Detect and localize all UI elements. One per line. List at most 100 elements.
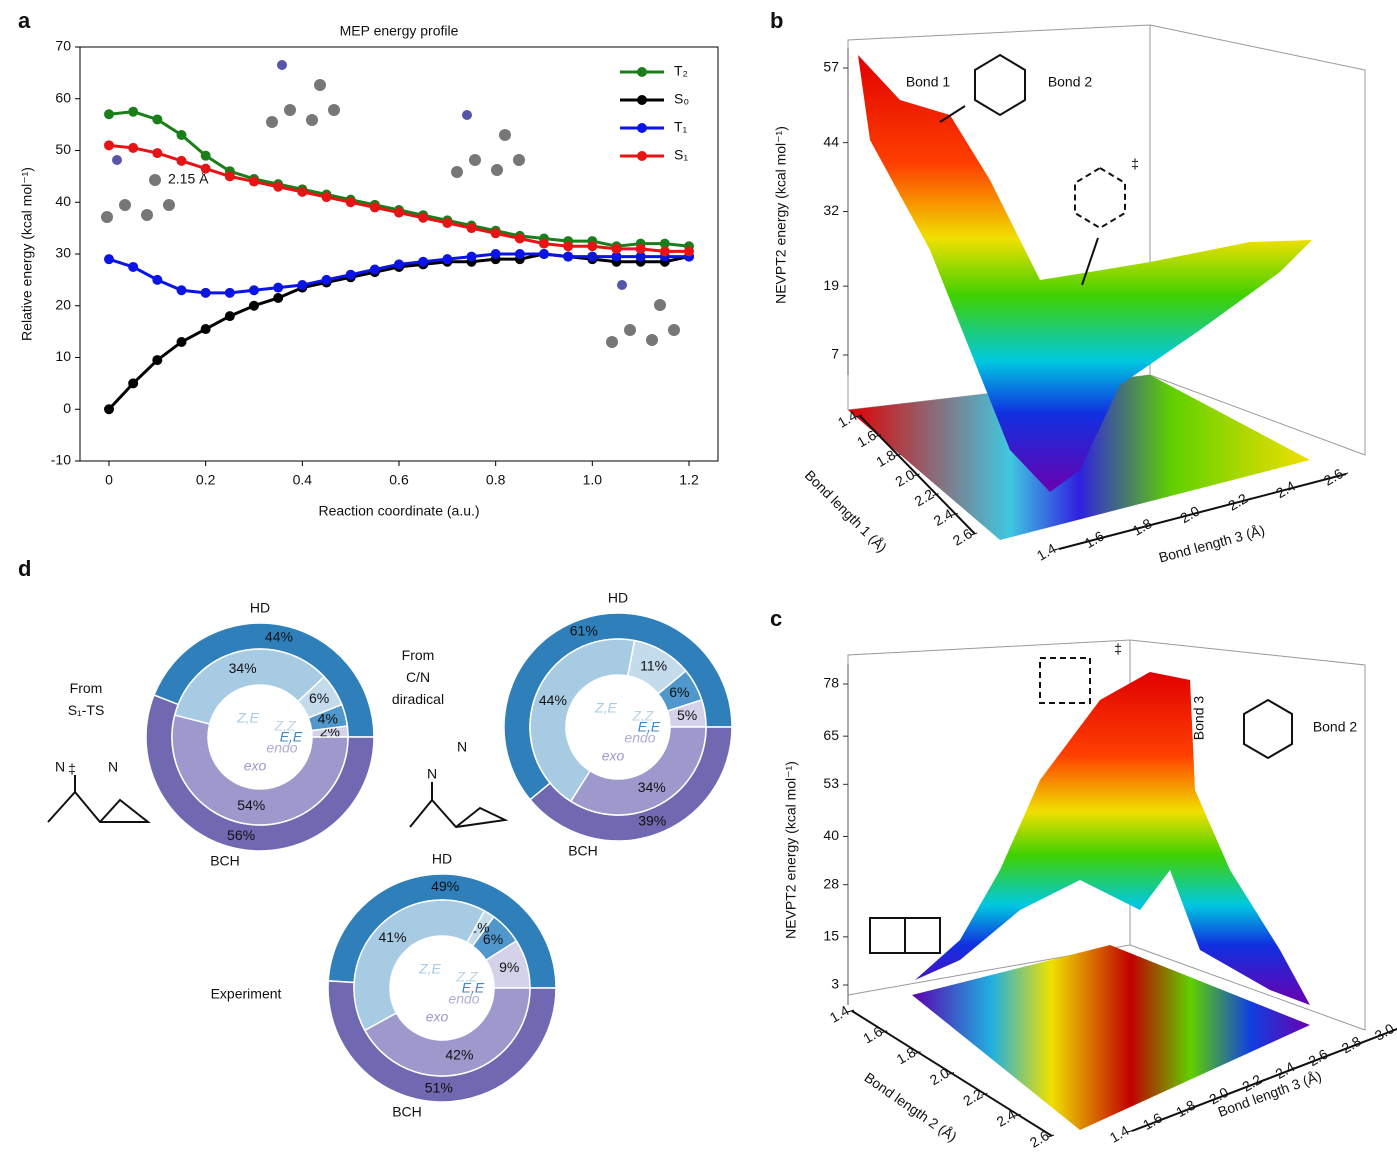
z-tick-label: 3 xyxy=(831,976,839,992)
inner-category-label: Z,Z xyxy=(632,708,654,724)
inner-category-label: exo xyxy=(426,1009,449,1025)
inner-category-label: Z,E xyxy=(236,710,259,726)
y-tick-label: 3.0 xyxy=(1372,1020,1397,1044)
category-label: BCH xyxy=(210,853,240,869)
data-point xyxy=(491,228,501,238)
data-point xyxy=(128,107,138,117)
atom xyxy=(469,154,481,166)
y-tick-label: 1.8 xyxy=(1173,1096,1198,1120)
category-label: BCH xyxy=(568,843,598,859)
y-tick-label: -10 xyxy=(51,452,71,468)
structure-label: N xyxy=(108,759,118,775)
inner-value-label: 41% xyxy=(378,929,406,945)
atom xyxy=(119,199,131,211)
data-point xyxy=(104,140,114,150)
data-point xyxy=(225,171,235,181)
data-point xyxy=(273,283,283,293)
inner-value-label: 6% xyxy=(309,690,329,706)
x-tick-label: 2.6 xyxy=(950,525,975,549)
legend-label: S₀ xyxy=(674,91,689,107)
x-tick-label: 1.4 xyxy=(827,1002,852,1026)
data-point xyxy=(467,252,477,262)
data-point xyxy=(177,285,187,295)
legend-marker xyxy=(637,123,647,133)
figure: aMEP energy profileReaction coordinate (… xyxy=(0,0,1397,1155)
inner-value-label: 11% xyxy=(640,657,667,673)
data-point xyxy=(201,164,211,174)
y-tick-label: 10 xyxy=(55,348,71,364)
z-tick-label: 53 xyxy=(823,775,839,791)
data-point xyxy=(249,177,259,187)
x-tick-label: 2.6 xyxy=(1027,1127,1052,1151)
data-point xyxy=(201,151,211,161)
x-tick-label: 2.2 xyxy=(912,486,937,510)
data-point xyxy=(152,275,162,285)
y-tick-label: 1.4 xyxy=(1034,540,1059,564)
atom xyxy=(328,104,340,116)
data-point xyxy=(201,324,211,334)
y-tick-label: 1.6 xyxy=(1082,527,1107,551)
structure-label: ‡ xyxy=(68,761,76,777)
data-point xyxy=(297,280,307,290)
x-tick-label: 0.6 xyxy=(389,472,409,488)
legend-label: T₂ xyxy=(674,63,688,79)
atom xyxy=(149,174,161,186)
data-point xyxy=(201,288,211,298)
atom xyxy=(513,154,525,166)
y-tick-label: 0 xyxy=(63,400,71,416)
data-point xyxy=(273,293,283,303)
x-tick-label: 2.4 xyxy=(994,1106,1019,1130)
z-tick-label: 57 xyxy=(823,59,839,75)
data-point xyxy=(225,311,235,321)
donut-title: FromS₁-TS xyxy=(68,680,105,718)
data-point xyxy=(177,337,187,347)
inner-category-label: exo xyxy=(244,758,267,774)
data-point xyxy=(539,249,549,259)
inner-value-label: 44% xyxy=(539,692,567,708)
z-tick-label: 78 xyxy=(823,675,839,691)
atom xyxy=(141,209,153,221)
data-point xyxy=(442,254,452,264)
data-point xyxy=(346,270,356,280)
legend-marker xyxy=(637,95,647,105)
outer-value-label: 44% xyxy=(265,628,293,644)
panel-label: c xyxy=(770,606,782,631)
z-axis-label: NEVPT2 energy (kcal mol⁻¹) xyxy=(773,126,789,304)
inner-category-label: Z,Z xyxy=(274,718,296,734)
donut-title: Experiment xyxy=(211,986,282,1002)
data-point xyxy=(394,259,404,269)
atom xyxy=(499,129,511,141)
data-point xyxy=(322,275,332,285)
atom xyxy=(491,164,503,176)
atom xyxy=(112,155,122,165)
z-tick-label: 32 xyxy=(823,202,839,218)
z-axis-label: NEVPT2 energy (kcal mol⁻¹) xyxy=(783,761,799,939)
z-tick-label: 28 xyxy=(823,875,839,891)
y-tick-label: 2.2 xyxy=(1225,490,1250,514)
data-point xyxy=(587,252,597,262)
annotation: Bond 1 xyxy=(906,74,951,90)
chart-title: MEP energy profile xyxy=(340,23,459,39)
x-tick-label: 2.4 xyxy=(931,505,956,529)
x-tick-label: 1.6 xyxy=(860,1023,885,1047)
data-point xyxy=(152,148,162,158)
x-tick-label: 2.0 xyxy=(892,466,917,490)
y-tick-label: 70 xyxy=(55,38,71,54)
data-point xyxy=(249,285,259,295)
y-tick-label: 50 xyxy=(55,141,71,157)
atom xyxy=(646,334,658,346)
atom xyxy=(314,79,326,91)
atom xyxy=(654,299,666,311)
atom xyxy=(306,114,318,126)
x-tick-label: 0.8 xyxy=(486,472,506,488)
data-point xyxy=(370,202,380,212)
data-point xyxy=(104,404,114,414)
z-tick-label: 19 xyxy=(823,277,839,293)
data-point xyxy=(104,254,114,264)
data-point xyxy=(104,109,114,119)
x-tick-label: 1.8 xyxy=(873,446,898,470)
inner-value-label: 34% xyxy=(638,779,666,795)
data-point xyxy=(418,213,428,223)
y-axis-label: Bond length 3 (Å) xyxy=(1216,1068,1324,1120)
plot-frame xyxy=(80,47,718,461)
